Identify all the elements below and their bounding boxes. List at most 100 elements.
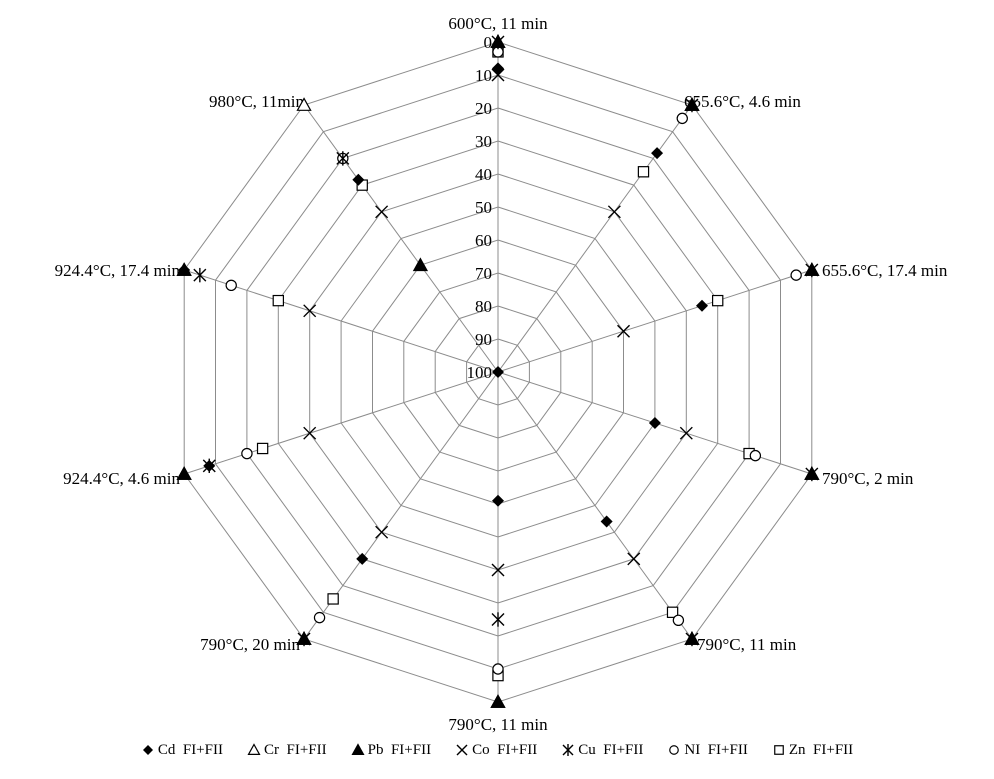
- data-point: [651, 147, 664, 160]
- data-point: [303, 304, 317, 318]
- data-point: [241, 447, 253, 460]
- legend-label: Zn FI+FII: [788, 741, 854, 758]
- spoke: [497, 104, 693, 373]
- data-point: [804, 262, 820, 276]
- radial-tick-label: 80: [475, 297, 492, 316]
- data-point: [375, 525, 389, 539]
- radial-tick-label: 20: [475, 99, 492, 118]
- data-point: [491, 68, 505, 82]
- legend-marker-icon: [774, 745, 784, 755]
- radial-tick-label: 40: [475, 165, 492, 184]
- legend-item: Zn FI+FII: [772, 742, 853, 759]
- category-label: 655.6°C, 4.6 min: [684, 92, 801, 111]
- legend-label: Cr FI+FII: [263, 741, 327, 758]
- legend-label: Co FI+FII: [472, 741, 538, 758]
- data-point: [313, 611, 326, 624]
- data-point: [492, 494, 504, 507]
- legend-marker-icon: [142, 745, 153, 755]
- category-label: 790°C, 2 min: [822, 469, 914, 488]
- radial-tick-label: 30: [475, 132, 492, 151]
- category-label: 655.6°C, 17.4 min: [822, 261, 948, 280]
- category-label: 790°C, 11 min: [697, 635, 797, 654]
- category-labels: 600°C, 11 min 655.6°C, 4.6 min 655.6°C, 17…: [55, 14, 948, 734]
- data-point: [356, 552, 369, 565]
- data-point: [491, 612, 505, 627]
- radial-tick-label: 10: [475, 66, 492, 85]
- category-label: 790°C, 11 min: [448, 715, 548, 734]
- data-point: [679, 426, 693, 440]
- data-point: [303, 426, 317, 440]
- legend-item: Co FI+FII: [455, 742, 537, 759]
- data-point: [627, 552, 641, 566]
- data-point: [749, 449, 762, 462]
- category-label: 980°C, 11min: [209, 92, 304, 111]
- radial-tick-label: 90: [475, 330, 492, 349]
- category-label: 790°C, 20 min: [200, 635, 300, 654]
- data-point: [607, 205, 621, 219]
- data-point: [617, 324, 631, 338]
- data-point: [676, 112, 688, 125]
- data-point: [637, 166, 650, 178]
- data-point: [336, 151, 350, 166]
- legend-marker-icon: [247, 743, 261, 755]
- category-label: 924.4°C, 17.4 min: [55, 261, 181, 280]
- data-point: [804, 466, 820, 480]
- data-point: [272, 294, 285, 307]
- data-point: [256, 442, 269, 455]
- radial-tick-label: 50: [475, 198, 492, 217]
- data-point: [672, 614, 685, 626]
- legend-label: Cd FI+FII: [157, 741, 223, 758]
- spoke: [497, 269, 812, 373]
- data-point: [490, 34, 506, 48]
- data-point: [296, 97, 312, 111]
- category-label: 600°C, 11 min: [448, 14, 548, 33]
- data-point: [490, 694, 506, 708]
- radar-chart: 0 10 20 30 40 50 60 70 80 90 100 600°C, 11 min 655.…: [55, 14, 948, 734]
- data-point: [352, 173, 365, 186]
- legend: Cd FI+FII Cr FI+FII Pb FI+FII Co FI+FII Cu F…: [0, 735, 994, 765]
- data-point: [666, 606, 679, 618]
- data-point: [193, 267, 207, 283]
- data-point: [684, 97, 700, 111]
- legend-item: Cd FI+FII: [141, 742, 223, 759]
- data-points: [176, 34, 820, 708]
- legend-item: Cu FI+FII: [561, 742, 643, 759]
- legend-label: Cu FI+FII: [578, 741, 644, 758]
- data-point: [790, 269, 802, 281]
- spoke: [497, 371, 693, 640]
- data-point: [492, 62, 504, 75]
- legend-label: Pb FI+FII: [367, 741, 432, 758]
- spoke: [303, 104, 499, 373]
- radial-tick-labels: 0 10 20 30 40 50 60 70 80 90 100: [467, 33, 493, 382]
- legend-label: NI FI+FII: [684, 741, 748, 758]
- radial-tick-label: 60: [475, 231, 492, 250]
- data-point: [492, 366, 504, 378]
- legend-item: Pb FI+FII: [351, 742, 431, 759]
- legend-marker-icon: [669, 745, 680, 755]
- data-point: [225, 279, 237, 292]
- data-point: [176, 466, 192, 480]
- data-point: [412, 257, 429, 272]
- legend-marker-icon: [562, 744, 574, 756]
- data-point: [296, 631, 312, 645]
- data-point: [327, 593, 339, 605]
- legend-item: NI FI+FII: [667, 741, 748, 759]
- data-point: [684, 631, 700, 645]
- legend-item: Cr FI+FII: [247, 742, 327, 759]
- legend-marker-icon: [456, 744, 468, 756]
- data-point: [696, 299, 709, 312]
- data-point: [491, 563, 505, 577]
- data-point: [203, 459, 216, 472]
- data-point: [375, 205, 389, 219]
- data-point: [648, 416, 661, 429]
- legend-marker-icon: [351, 743, 365, 755]
- radial-tick-label: 70: [475, 264, 492, 283]
- data-point: [600, 515, 613, 528]
- data-point: [711, 294, 724, 307]
- spoke: [184, 371, 499, 475]
- radial-tick-label: 0: [484, 33, 493, 52]
- radial-tick-label: 100: [467, 363, 493, 382]
- data-point: [492, 663, 504, 675]
- category-label: 924.4°C, 4.6 min: [63, 469, 180, 488]
- data-point: [178, 264, 191, 277]
